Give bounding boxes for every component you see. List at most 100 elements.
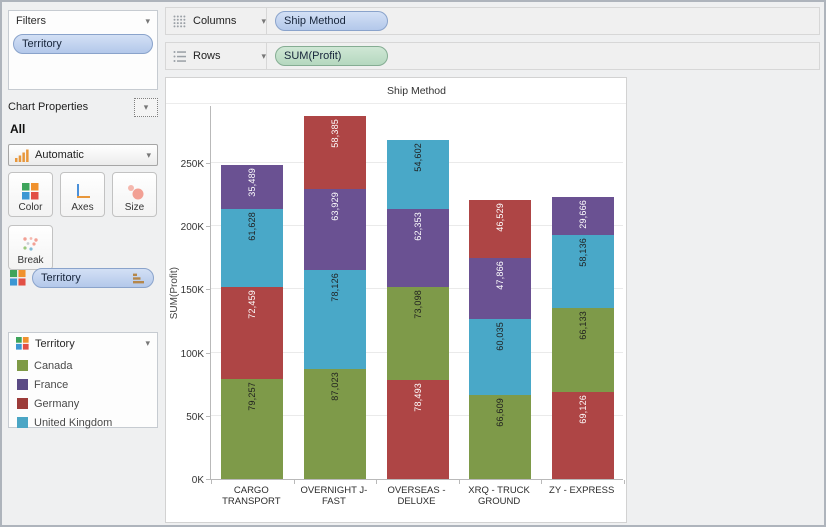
axes-button[interactable]: Axes	[60, 172, 105, 217]
legend-label: France	[34, 378, 69, 391]
bar-segment[interactable]: 78,493	[386, 379, 449, 479]
size-button-label: Size	[124, 202, 145, 213]
legend-swatch	[17, 398, 28, 409]
bar-segment[interactable]: 63,929	[303, 189, 366, 271]
x-tick-mark	[624, 480, 625, 484]
scope-label: All	[10, 122, 26, 136]
bar-segment[interactable]: 78,126	[303, 270, 366, 370]
chart-properties-title: Chart Properties	[8, 101, 89, 113]
chevron-down-icon[interactable]: ▾	[261, 15, 266, 26]
segment-value-label: 87,023	[329, 372, 340, 401]
chevron-down-icon[interactable]: ▾	[145, 338, 150, 348]
sorted-bars-icon	[133, 273, 144, 284]
filter-pill-label: Territory	[22, 38, 62, 50]
rows-grip-icon	[173, 50, 186, 62]
bar-segment[interactable]: 87,023	[303, 369, 366, 479]
chart-properties-menu-button[interactable]: ▾	[134, 97, 158, 117]
y-tick-label: 150K	[180, 285, 204, 297]
chevron-down-icon: ▾	[146, 149, 151, 160]
legend-swatch	[17, 379, 28, 390]
color-squares-icon	[22, 183, 39, 200]
chart-panel: Ship Method SUM(Profit) 0K 50K 100K 150K 200…	[165, 77, 627, 523]
axes-icon	[76, 184, 90, 198]
x-category-label: ZY - EXPRESS	[549, 485, 615, 496]
legend-item-canada[interactable]: Canada	[17, 356, 149, 375]
bar-segment[interactable]: 58,136	[551, 234, 614, 309]
legend-label: Canada	[34, 359, 73, 372]
columns-pill-ship-method[interactable]: Ship Method	[275, 11, 388, 31]
encoding-pill-territory[interactable]: Territory	[32, 268, 154, 288]
chevron-down-icon: ▾	[143, 101, 149, 112]
chevron-down-icon[interactable]: ▾	[145, 15, 150, 26]
segment-value-label: 79,257	[247, 381, 258, 411]
bar-segment[interactable]: 69,126	[551, 391, 614, 479]
segment-value-label: 72,459	[247, 290, 258, 319]
bar-segment[interactable]: 58,385	[303, 115, 366, 190]
segment-value-label: 54,602	[412, 142, 423, 172]
bar-segment[interactable]: 47,866	[469, 258, 532, 319]
bar-segment[interactable]: 62,353	[386, 208, 449, 288]
y-tick-label: 200K	[180, 222, 204, 234]
bar-segment[interactable]: 66,133	[551, 308, 614, 392]
y-tick-label: 50K	[186, 411, 204, 423]
legend-item-germany[interactable]: Germany	[17, 394, 149, 413]
rows-shelf[interactable]: Rows ▾ SUM(Profit)	[165, 42, 820, 70]
legend-title: Territory	[35, 337, 75, 350]
bar-stack: 79,257 72,459 61,628 35,489	[221, 164, 284, 479]
legend-panel: Territory ▾ Canada France Germany United…	[8, 332, 158, 429]
x-tick-mark	[376, 480, 378, 484]
color-button[interactable]: Color	[8, 172, 53, 217]
bar-segment[interactable]: 35,489	[221, 164, 284, 210]
bar-stack: 87,023 78,126 63,929 58,385	[303, 115, 366, 479]
bar-segment[interactable]: 61,628	[221, 209, 284, 288]
bar-segment[interactable]: 73,098	[386, 287, 449, 380]
filter-pill-territory[interactable]: Territory	[13, 34, 153, 54]
bar-segment[interactable]: 66,609	[469, 394, 532, 479]
legend-item-france[interactable]: France	[17, 375, 149, 394]
y-tick-label: 250K	[180, 159, 204, 170]
chevron-down-icon[interactable]: ▾	[261, 50, 266, 61]
encoding-pill-label: Territory	[41, 272, 81, 284]
marks-buttons-row: Color Axes Size	[8, 172, 157, 217]
columns-pill-label: Ship Method	[284, 15, 346, 27]
legend-swatch	[17, 360, 28, 371]
rows-pill-label: SUM(Profit)	[284, 50, 342, 62]
y-tick-label: 0K	[191, 475, 204, 486]
legend-item-united-kingdom[interactable]: United Kingdom	[17, 413, 149, 432]
x-category-label: OVERSEAS - DELUXE	[387, 485, 446, 507]
rows-pill-sum-profit[interactable]: SUM(Profit)	[275, 46, 388, 66]
x-tick-mark	[541, 480, 543, 484]
segment-value-label: 61,628	[247, 212, 258, 242]
x-tick-mark	[293, 480, 295, 484]
bar-segment[interactable]: 79,257	[221, 378, 284, 479]
color-squares-icon	[16, 337, 29, 350]
y-axis-tick-labels: 0K 50K 100K 150K 200K 250K	[178, 106, 204, 486]
columns-shelf[interactable]: Columns ▾ Ship Method	[165, 7, 820, 35]
color-squares-icon	[10, 270, 26, 286]
size-button[interactable]: Size	[112, 172, 157, 217]
bar-segment[interactable]: 60,035	[469, 318, 532, 395]
segment-value-label: 66,609	[495, 397, 506, 427]
x-category-label: XRQ - TRUCK GROUND	[468, 485, 530, 507]
bar-stack: 69,126 66,133 58,136 29,666	[551, 197, 614, 479]
legend-label: United Kingdom	[34, 416, 113, 429]
bar-segment[interactable]: 29,666	[551, 197, 614, 235]
bar-stack: 66,609 60,035 47,866 46,529	[469, 199, 532, 479]
segment-value-label: 60,035	[495, 321, 506, 351]
bar-chart-icon	[15, 149, 29, 162]
axes-button-label: Axes	[71, 202, 94, 213]
rows-shelf-label: Rows	[193, 50, 221, 62]
legend-label: Germany	[34, 397, 80, 410]
plot-area[interactable]: 79,257 72,459 61,628 35,489 87,023 78,126 63,9…	[210, 106, 625, 484]
bar-segment[interactable]: 46,529	[469, 199, 532, 259]
color-encoding-row: Territory	[10, 268, 154, 288]
mark-type-value: Automatic	[35, 149, 84, 161]
segment-value-label: 63,929	[329, 192, 340, 222]
y-axis-tick-marks	[206, 106, 210, 480]
mark-type-select[interactable]: Automatic ▾	[8, 144, 158, 166]
bar-segment[interactable]: 54,602	[386, 139, 449, 209]
bar-segment[interactable]: 72,459	[221, 287, 284, 379]
break-button[interactable]: Break	[8, 225, 53, 270]
segment-value-label: 35,489	[247, 167, 258, 197]
filters-title: Filters	[16, 15, 46, 27]
